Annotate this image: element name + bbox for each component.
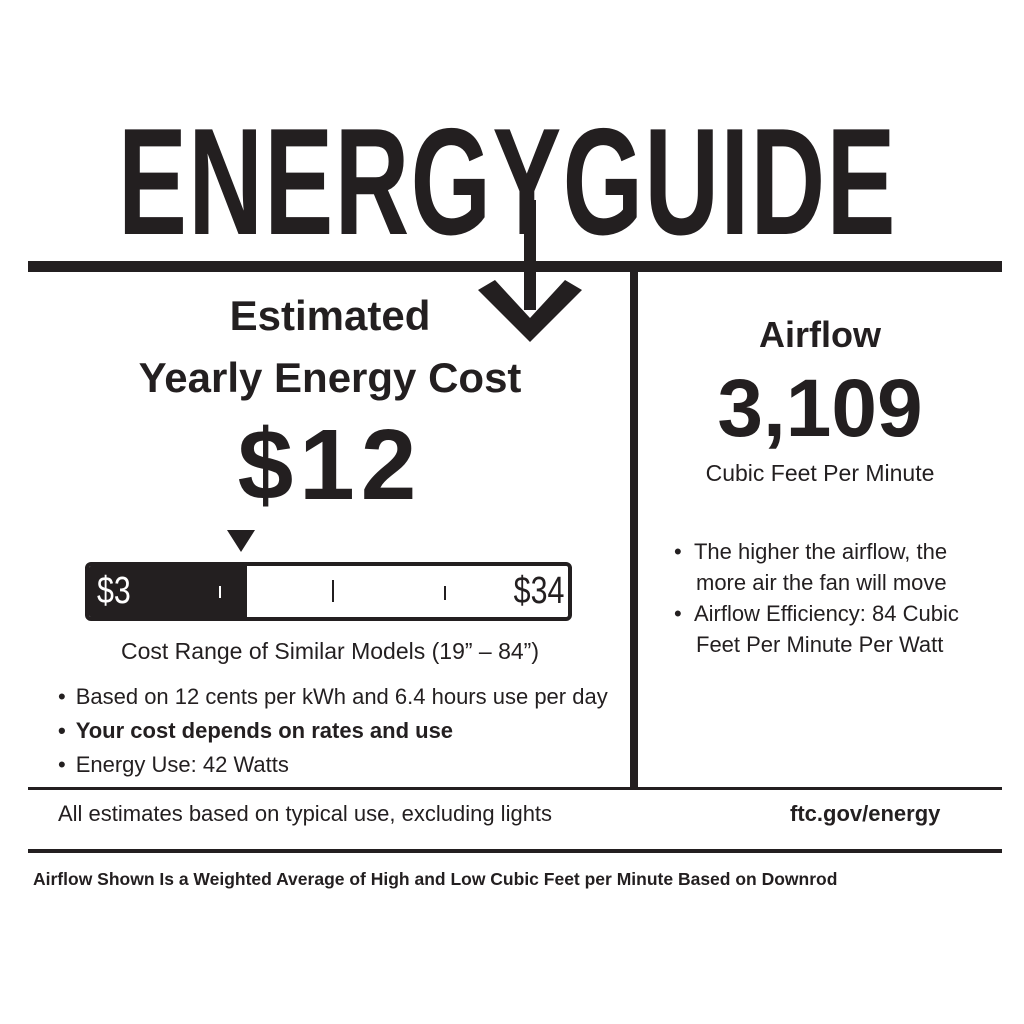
cost-bullets: Based on 12 cents per kWh and 6.4 hours … (58, 680, 608, 782)
cost-bullet: Based on 12 cents per kWh and 6.4 hours … (58, 680, 608, 714)
top-divider (28, 261, 1002, 272)
cost-range-max: $34 (513, 570, 564, 612)
tick (219, 586, 221, 598)
down-arrow-icon (478, 200, 582, 342)
airflow-bullet: • Airflow Efficiency: 84 Cubic Feet Per M… (674, 601, 959, 657)
cost-range-min: $3 (97, 570, 131, 612)
cost-bullet: Energy Use: 42 Watts (58, 748, 608, 782)
cost-range-bar: $3 $34 (85, 562, 572, 621)
ftc-link[interactable]: ftc.gov/energy (790, 801, 941, 826)
airflow-value: 3,109 (717, 363, 923, 454)
airflow-bullet-text: Airflow Efficiency: 84 Cubic (693, 601, 959, 626)
cost-heading-line2: Yearly Energy Cost (138, 354, 522, 401)
footer-note: All estimates based on typical use, excl… (58, 801, 553, 826)
airflow-disclaimer: Airflow Shown Is a Weighted Average of H… (33, 869, 838, 889)
tick (332, 580, 334, 602)
column-divider (630, 268, 638, 789)
airflow-heading: Airflow (759, 314, 881, 355)
airflow-bullet: • The higher the airflow, the more air th… (674, 539, 948, 595)
cost-bullet: Your cost depends on rates and use (58, 714, 608, 748)
airflow-bullet-text: more air the fan will move (696, 570, 947, 595)
cost-heading-line1: Estimated (229, 292, 431, 339)
energyguide-title: ENERGYGUIDE (118, 97, 897, 267)
airflow-bullets: • The higher the airflow, the more air th… (674, 536, 959, 660)
tick (444, 586, 446, 600)
bottom-divider (28, 787, 1002, 790)
cost-range-label: Cost Range of Similar Models (19” – 84”) (121, 638, 539, 664)
footer-divider (28, 849, 1002, 853)
airflow-bullet-text: The higher the airflow, the (693, 539, 948, 564)
airflow-unit: Cubic Feet Per Minute (705, 460, 935, 486)
airflow-bullet-text: Feet Per Minute Per Watt (696, 632, 944, 657)
cost-marker-icon (227, 530, 255, 552)
cost-value: $12 (237, 409, 423, 521)
